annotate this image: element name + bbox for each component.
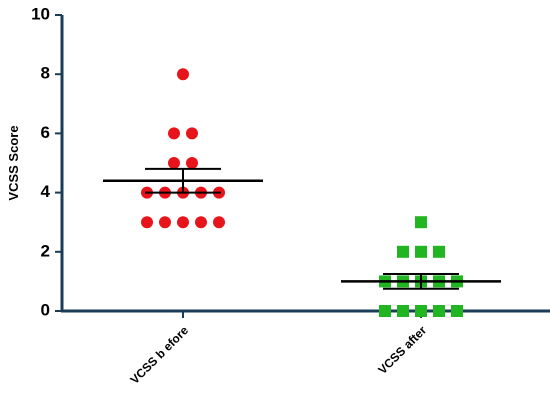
y-tick-label: 0 [41, 300, 50, 319]
point [415, 216, 427, 229]
point [397, 305, 409, 317]
y-tick-label: 8 [41, 64, 50, 83]
point [186, 157, 198, 169]
point [415, 305, 427, 317]
x-tick-label: VCSS b efore [127, 323, 191, 387]
y-tick-label: 4 [41, 182, 51, 201]
point [177, 216, 189, 229]
x-tick-label: VCSS after [375, 323, 429, 377]
point [415, 245, 427, 258]
y-tick-label: 6 [41, 123, 50, 142]
point [159, 216, 171, 229]
y-tick-label: 2 [41, 241, 50, 260]
y-axis-label: VCSS Score [6, 125, 21, 200]
y-tick-label: 10 [31, 4, 50, 23]
point [141, 216, 153, 229]
point [379, 305, 391, 317]
point [433, 245, 445, 258]
point [195, 216, 207, 229]
point [213, 216, 225, 229]
point [186, 127, 198, 140]
point [397, 245, 409, 258]
point [168, 157, 180, 169]
point [168, 127, 180, 140]
point [433, 305, 445, 317]
point [177, 68, 189, 81]
point [451, 305, 463, 317]
